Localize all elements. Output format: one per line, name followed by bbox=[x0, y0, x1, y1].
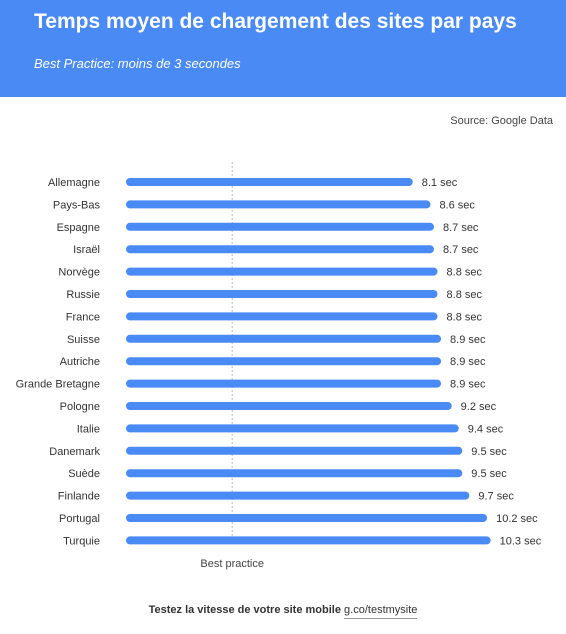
category-label: Pays-Bas bbox=[53, 199, 101, 211]
bar bbox=[126, 290, 438, 298]
bar bbox=[126, 222, 434, 231]
value-label: 8.9 sec bbox=[450, 356, 486, 368]
category-label: Russie bbox=[66, 289, 100, 301]
category-label: Portugal bbox=[59, 513, 100, 525]
bar bbox=[126, 200, 431, 209]
value-label: 10.2 sec bbox=[496, 513, 538, 525]
category-label: Turquie bbox=[63, 535, 100, 547]
value-label: 8.1 sec bbox=[422, 177, 458, 189]
bar bbox=[126, 402, 452, 410]
bar bbox=[126, 469, 463, 478]
bar bbox=[126, 536, 491, 545]
value-label: 8.7 sec bbox=[443, 222, 479, 234]
bar bbox=[126, 379, 442, 388]
category-label: Pologne bbox=[60, 401, 100, 413]
category-label: Suède bbox=[68, 468, 100, 480]
category-label: Espagne bbox=[57, 222, 100, 234]
bar bbox=[126, 446, 463, 455]
header-banner: Temps moyen de chargement des sites par … bbox=[0, 0, 566, 97]
category-label: Autriche bbox=[60, 356, 100, 368]
bar bbox=[126, 424, 459, 433]
value-label: 8.6 sec bbox=[439, 199, 475, 211]
category-label: Grande Bretagne bbox=[16, 379, 100, 391]
category-label: Danemark bbox=[49, 446, 100, 458]
category-label: France bbox=[66, 311, 100, 323]
bar bbox=[126, 357, 442, 366]
bar bbox=[126, 312, 438, 321]
bar bbox=[126, 245, 434, 254]
value-label: 9.5 sec bbox=[471, 446, 507, 458]
value-label: 8.9 sec bbox=[450, 379, 486, 391]
value-label: 9.5 sec bbox=[471, 468, 507, 480]
footer: Testez la vitesse de votre site mobile g… bbox=[0, 604, 566, 619]
bar bbox=[126, 334, 442, 343]
value-label: 8.8 sec bbox=[447, 311, 483, 323]
value-label: 9.4 sec bbox=[468, 423, 504, 435]
bar bbox=[126, 178, 413, 186]
category-label: Allemagne bbox=[48, 177, 100, 189]
category-label: Suisse bbox=[67, 334, 100, 346]
footer-cta: Testez la vitesse de votre site mobile bbox=[148, 604, 341, 616]
source-note: Source: Google Data bbox=[450, 115, 553, 127]
category-label: Israël bbox=[73, 244, 100, 256]
value-label: 8.7 sec bbox=[443, 244, 479, 256]
category-label: Finlande bbox=[58, 491, 100, 503]
value-label: 9.7 sec bbox=[478, 491, 514, 503]
category-label: Norvège bbox=[58, 267, 100, 279]
chart-title: Temps moyen de chargement des sites par … bbox=[34, 10, 517, 33]
category-label: Italie bbox=[77, 423, 100, 435]
reference-line-label: Best practice bbox=[200, 558, 264, 570]
value-label: 10.3 sec bbox=[500, 535, 542, 547]
bar bbox=[126, 267, 438, 276]
bar bbox=[126, 514, 488, 522]
bar bbox=[126, 491, 470, 500]
value-label: 8.8 sec bbox=[447, 289, 483, 301]
value-label: 8.8 sec bbox=[447, 267, 483, 279]
value-label: 9.2 sec bbox=[461, 401, 497, 413]
chart-subtitle: Best Practice: moins de 3 secondes bbox=[34, 56, 241, 71]
value-label: 8.9 sec bbox=[450, 334, 486, 346]
bar-chart: Best practice Allemagne 8.1 sec Pays-Bas 8.6… bbox=[16, 162, 542, 570]
footer-link[interactable]: g.co/testmysite bbox=[344, 604, 418, 619]
